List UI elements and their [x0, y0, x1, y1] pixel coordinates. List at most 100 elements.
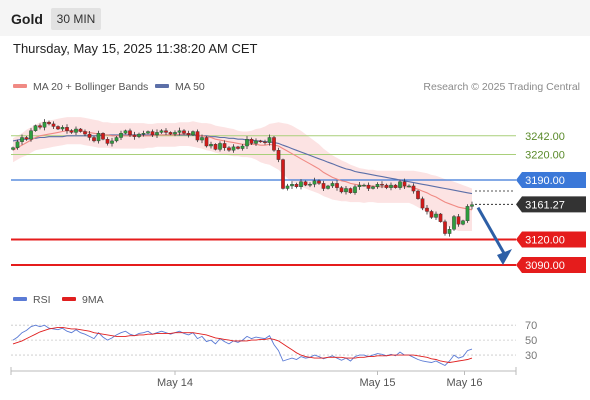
level-label-3120.00: 3120.00 — [525, 235, 565, 247]
candle-body — [42, 121, 47, 128]
candle-body — [456, 216, 461, 225]
candle-body — [56, 126, 60, 130]
candle-body — [132, 134, 137, 137]
candle-body — [348, 188, 353, 193]
candle-body — [186, 133, 191, 136]
level-label-3161.27: 3161.27 — [525, 199, 565, 211]
rsi-tick-50: 50 — [525, 335, 537, 347]
candle-body — [24, 137, 29, 140]
bollinger-band-area — [13, 117, 472, 231]
rsi-legend: RSI 9MA — [13, 294, 104, 306]
candle-body — [209, 144, 213, 147]
candle-body — [461, 220, 465, 225]
candle-body — [105, 138, 110, 144]
price-label-layer: 3242.00 3220.00 3190.00 3161.27 3120.00 3090.… — [476, 131, 586, 273]
candle-body — [452, 216, 456, 230]
candle-body — [366, 184, 371, 189]
candle-body — [371, 186, 375, 189]
candle-body — [465, 206, 470, 222]
candle-body — [92, 137, 96, 142]
candle-body — [263, 141, 267, 143]
candle-body — [299, 181, 303, 187]
candle-body — [38, 125, 42, 128]
candle-body — [321, 183, 326, 189]
candle-body — [141, 133, 146, 135]
candle-body — [389, 184, 393, 188]
candle-body — [335, 183, 339, 188]
candle-body — [375, 184, 380, 187]
candle-body — [429, 211, 434, 218]
rsi-tick-30: 30 — [525, 350, 537, 362]
candle-body — [227, 147, 231, 151]
candle-body — [204, 137, 209, 147]
rsi-panel: 70 50 30 — [11, 320, 537, 367]
candle-body — [20, 137, 24, 142]
candle-body — [15, 141, 20, 148]
candle-body — [353, 186, 357, 193]
candle-body — [168, 132, 173, 135]
candle-body — [137, 133, 141, 137]
candle-body — [402, 181, 407, 187]
timeframe-button[interactable]: 30 MIN — [51, 8, 101, 30]
time-tick-label: May 16 — [446, 377, 482, 389]
time-tick-label: May 14 — [157, 377, 193, 389]
candle-body — [362, 184, 366, 187]
level-tag-3120.00 — [516, 231, 586, 248]
level-label-3242.00: 3242.00 — [525, 131, 565, 143]
candle-body — [285, 185, 290, 189]
level-label-3190.00: 3190.00 — [525, 175, 565, 187]
copyright-text: Research © 2025 Trading Central — [423, 81, 580, 93]
candle-body — [29, 130, 33, 140]
candle-body — [290, 184, 294, 187]
candle-body — [191, 131, 195, 136]
instrument-title: Gold — [11, 11, 43, 27]
candle-body — [218, 143, 222, 150]
forecast-arrow-head — [497, 249, 512, 265]
candle-body — [294, 184, 299, 187]
candle-body — [96, 133, 101, 142]
level-tag-3090.00 — [516, 257, 586, 273]
candle-body — [420, 198, 425, 209]
forecast-arrow-shaft — [476, 206, 507, 256]
candle-body — [416, 190, 420, 199]
ma50-legend-swatch — [155, 84, 169, 88]
rsi-legend-label: RSI — [33, 294, 51, 306]
candle-body — [240, 145, 245, 149]
candle-body — [258, 140, 263, 143]
rsi-tick-70: 70 — [525, 320, 537, 332]
candle-body — [272, 137, 276, 151]
ma20-legend-swatch — [13, 84, 27, 88]
candlestick-layer — [11, 119, 474, 237]
bollinger-band-layer — [13, 117, 472, 231]
level-label-3220.00: 3220.00 — [525, 150, 565, 162]
candle-body — [159, 130, 164, 133]
candle-body — [51, 123, 56, 127]
candle-body — [312, 180, 317, 185]
candle-body — [213, 144, 218, 150]
candle-body — [303, 181, 308, 186]
time-axis: May 14 May 15 May 16 — [10, 367, 517, 389]
candle-body — [245, 138, 249, 147]
candle-body — [150, 131, 155, 136]
candle-body — [173, 132, 177, 135]
time-tick-label: May 15 — [359, 377, 395, 389]
ma9-legend-swatch — [62, 297, 76, 301]
candle-body — [123, 130, 128, 134]
candle-body — [222, 143, 227, 148]
candle-body — [425, 207, 429, 212]
candle-body — [33, 125, 38, 131]
candle-body — [11, 147, 15, 150]
ma50-legend-label: MA 50 — [175, 81, 205, 93]
candle-body — [195, 131, 200, 141]
candle-body — [344, 188, 348, 193]
candle-body — [155, 132, 159, 136]
candle-body — [447, 229, 452, 234]
candle-body — [164, 130, 168, 133]
candle-body — [407, 185, 411, 188]
candle-body — [69, 130, 74, 133]
candle-body — [339, 187, 344, 193]
candle-body — [317, 180, 321, 184]
candle-body — [200, 137, 204, 141]
candle-body — [114, 137, 119, 142]
